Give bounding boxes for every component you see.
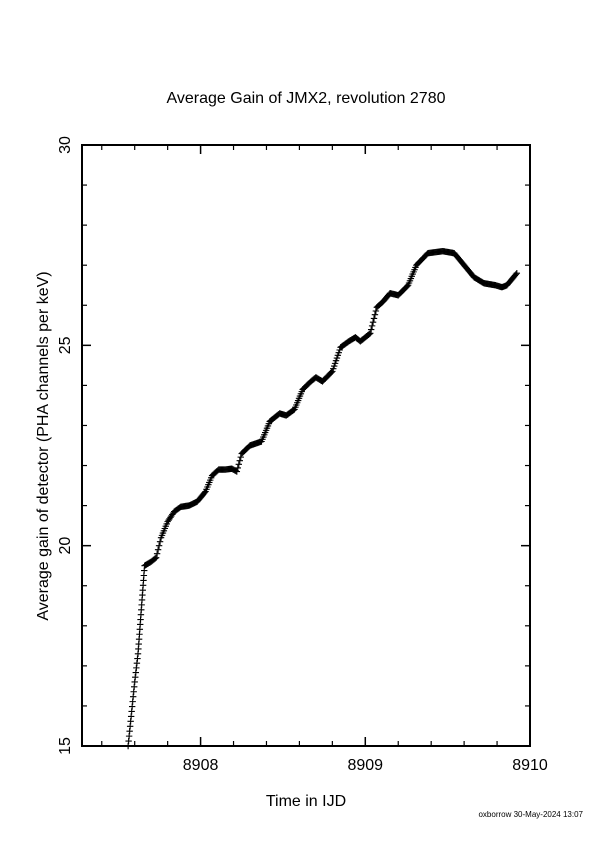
axis-ticks	[82, 144, 531, 747]
y-tick-label: 25	[57, 336, 74, 354]
data-point	[233, 468, 241, 475]
data-point	[152, 554, 160, 561]
data-point	[237, 453, 244, 461]
y-axis-label: Average gain of detector (PHA channels p…	[35, 271, 52, 620]
y-tick-label: 30	[57, 136, 74, 154]
y-tick-label: 15	[57, 737, 74, 755]
data-point	[156, 538, 164, 545]
x-tick-label: 8909	[347, 757, 383, 774]
data-point	[368, 322, 376, 330]
y-tick-label: 20	[57, 537, 74, 555]
data-point	[371, 311, 379, 318]
chart-title: Average Gain of JMX2, revolution 2780	[167, 90, 446, 107]
data-point	[512, 271, 520, 278]
data-point	[151, 555, 159, 562]
data-point	[369, 318, 377, 326]
data-point	[236, 457, 243, 464]
data-point	[372, 307, 380, 315]
footer-credit: oxborrow 30-May-2024 13:07	[478, 810, 583, 819]
data-points	[124, 247, 521, 750]
data-point	[235, 461, 242, 468]
x-axis-label: Time in IJD	[266, 793, 346, 810]
data-point	[153, 550, 161, 557]
data-point	[154, 546, 162, 553]
plot-frame	[81, 144, 531, 747]
data-point	[366, 330, 373, 338]
data-point	[234, 464, 242, 472]
data-point	[367, 330, 374, 337]
data-point	[370, 315, 378, 322]
x-tick-label: 8908	[183, 757, 219, 774]
tick-labels: 8908 8909 8910 15 20 25 30	[57, 136, 548, 774]
data-point	[201, 489, 208, 496]
data-point	[513, 270, 521, 277]
data-point	[155, 542, 163, 549]
data-point	[367, 326, 375, 333]
x-tick-label: 8910	[512, 757, 548, 774]
data-point	[328, 369, 335, 376]
